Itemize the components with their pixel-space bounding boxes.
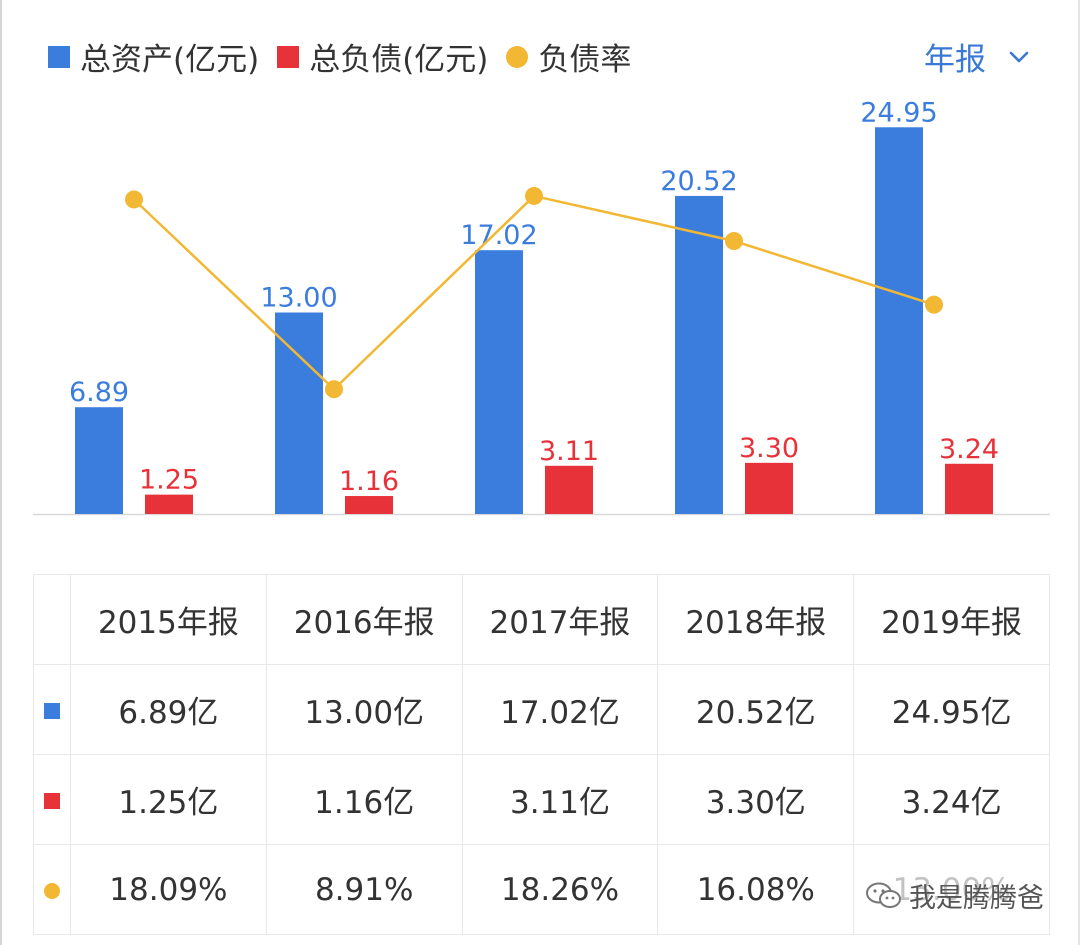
liabilities-marker — [44, 793, 60, 809]
legend-liabilities[interactable]: 总负债(亿元) — [277, 34, 488, 79]
bar-assets — [75, 407, 123, 514]
bar-liabilities — [545, 465, 593, 514]
period-selector-label: 年报 — [924, 42, 986, 78]
data-label-liabilities: 3.11 — [539, 436, 599, 467]
table-cell: 13.00亿 — [265, 664, 463, 755]
table-cell: 1.25亿 — [70, 754, 267, 845]
row-marker-cell — [33, 844, 71, 935]
bar-assets — [675, 195, 723, 514]
legend-ratio-swatch — [506, 45, 529, 68]
period-selector[interactable]: 年报 — [924, 34, 1030, 79]
row-marker-cell — [33, 664, 71, 755]
bar-liabilities — [745, 462, 793, 514]
right-edge — [1078, 0, 1080, 945]
table-header-cell: 2016年报 — [265, 574, 463, 665]
table-header-cell: 2019年报 — [853, 574, 1050, 665]
table-row-ratio: 18.09% 8.91% 18.26% 16.08% 13.00% — [33, 844, 1050, 935]
table-cell: 18.09% — [70, 844, 267, 935]
chart-legend: 总资产(亿元) 总负债(亿元) 负债率 — [48, 34, 649, 79]
table-header-cell: 2018年报 — [657, 574, 855, 665]
data-label-liabilities: 3.30 — [739, 433, 799, 464]
legend-liabilities-label: 总负债(亿元) — [309, 42, 489, 78]
watermark: 我是腾腾爸 — [865, 876, 1044, 915]
row-marker-cell — [33, 754, 71, 845]
legend-assets-swatch — [48, 45, 70, 68]
table-cell: 18.26% — [461, 844, 659, 935]
chart-svg: 6.89 1.25 13.00 1.16 17.02 3.11 20.52 3.30 24.95… — [33, 97, 1050, 516]
ratio-point — [725, 232, 743, 251]
data-label-assets: 6.89 — [69, 377, 129, 408]
table-cell: 6.89亿 — [70, 664, 267, 755]
data-label-liabilities: 1.16 — [339, 466, 399, 497]
legend-liabilities-swatch — [277, 45, 300, 68]
legend-assets[interactable]: 总资产(亿元) — [48, 34, 259, 79]
legend-ratio[interactable]: 负债率 — [506, 34, 631, 79]
table-header-corner — [33, 574, 71, 665]
table-row-liabilities: 1.25亿 1.16亿 3.11亿 3.30亿 3.24亿 — [33, 754, 1050, 845]
table-cell: 3.30亿 — [657, 754, 855, 845]
bar-liabilities — [945, 463, 993, 514]
table-header-cell: 2017年报 — [461, 574, 659, 665]
data-label-liabilities: 1.25 — [139, 465, 199, 496]
table-header-cell: 2015年报 — [70, 574, 267, 665]
ratio-point — [125, 190, 143, 209]
ratio-point — [325, 380, 343, 399]
chevron-down-icon — [1009, 51, 1029, 62]
data-label-assets: 13.00 — [260, 283, 337, 314]
ratio-marker — [44, 883, 60, 899]
table-header-row: 2015年报 2016年报 2017年报 2018年报 2019年报 — [33, 574, 1050, 665]
bar-liabilities — [145, 494, 193, 514]
bar-assets — [275, 312, 323, 514]
table-cell: 17.02亿 — [461, 664, 659, 755]
data-label-assets: 24.95 — [860, 97, 937, 128]
table-row-assets: 6.89亿 13.00亿 17.02亿 20.52亿 24.95亿 — [33, 664, 1050, 755]
bar-liabilities — [345, 496, 393, 514]
data-table: 2015年报 2016年报 2017年报 2018年报 2019年报 6.89亿… — [33, 574, 1050, 935]
bar-assets — [475, 250, 523, 514]
assets-marker — [44, 703, 60, 719]
table-cell: 20.52亿 — [657, 664, 855, 755]
ratio-point — [525, 186, 543, 205]
table-cell: 24.95亿 — [853, 664, 1050, 755]
left-edge — [0, 0, 2, 945]
bar-assets — [875, 127, 923, 515]
legend-assets-label: 总资产(亿元) — [80, 42, 260, 78]
table-cell: 8.91% — [265, 844, 463, 935]
legend-ratio-label: 负债率 — [538, 42, 632, 78]
data-label-assets: 17.02 — [460, 220, 537, 251]
ratio-point — [925, 295, 943, 314]
watermark-text: 我是腾腾爸 — [909, 883, 1044, 914]
data-label-liabilities: 3.24 — [939, 434, 999, 465]
table-cell: 3.11亿 — [461, 754, 659, 845]
wechat-icon — [866, 882, 901, 908]
table-cell: 16.08% — [657, 844, 855, 935]
table-cell: 1.16亿 — [265, 754, 463, 845]
table-cell: 3.24亿 — [853, 754, 1050, 845]
data-label-assets: 20.52 — [660, 166, 737, 197]
